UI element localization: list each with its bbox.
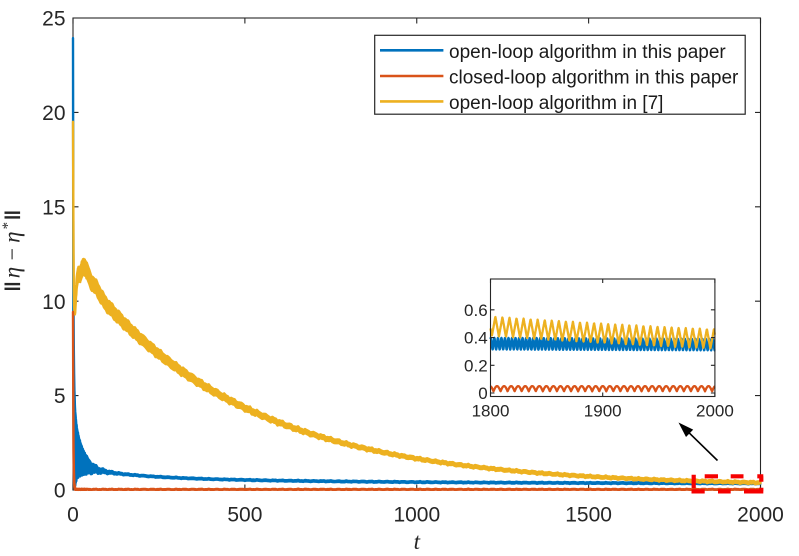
svg-text:*: * bbox=[0, 222, 16, 230]
svg-text:5: 5 bbox=[54, 385, 66, 408]
svg-text:1800: 1800 bbox=[472, 402, 510, 421]
svg-text:20: 20 bbox=[42, 102, 65, 125]
svg-text:0: 0 bbox=[54, 480, 66, 503]
svg-text:10: 10 bbox=[42, 291, 65, 314]
svg-text:25: 25 bbox=[42, 8, 65, 31]
svg-text:2000: 2000 bbox=[737, 504, 784, 527]
svg-text:0.2: 0.2 bbox=[464, 356, 488, 375]
svg-text:0.4: 0.4 bbox=[464, 329, 488, 348]
svg-text:η: η bbox=[0, 267, 24, 278]
svg-text:0.6: 0.6 bbox=[464, 301, 488, 320]
svg-text:−: − bbox=[0, 248, 24, 260]
svg-text:2000: 2000 bbox=[696, 402, 734, 421]
svg-text:0: 0 bbox=[478, 384, 487, 403]
svg-text:1900: 1900 bbox=[584, 402, 622, 421]
svg-text:15: 15 bbox=[42, 196, 65, 219]
svg-text:η: η bbox=[0, 231, 24, 242]
svg-text:500: 500 bbox=[227, 504, 262, 527]
svg-text:open-loop algorithm in this pa: open-loop algorithm in this paper bbox=[449, 42, 726, 63]
svg-text:open-loop algorithm in [7]: open-loop algorithm in [7] bbox=[449, 93, 663, 114]
svg-text:0: 0 bbox=[67, 504, 79, 527]
svg-text:1500: 1500 bbox=[565, 504, 612, 527]
svg-text:t: t bbox=[414, 529, 421, 554]
svg-text:closed-loop algorithm in this: closed-loop algorithm in this paper bbox=[449, 68, 739, 89]
svg-text:1000: 1000 bbox=[393, 504, 440, 527]
